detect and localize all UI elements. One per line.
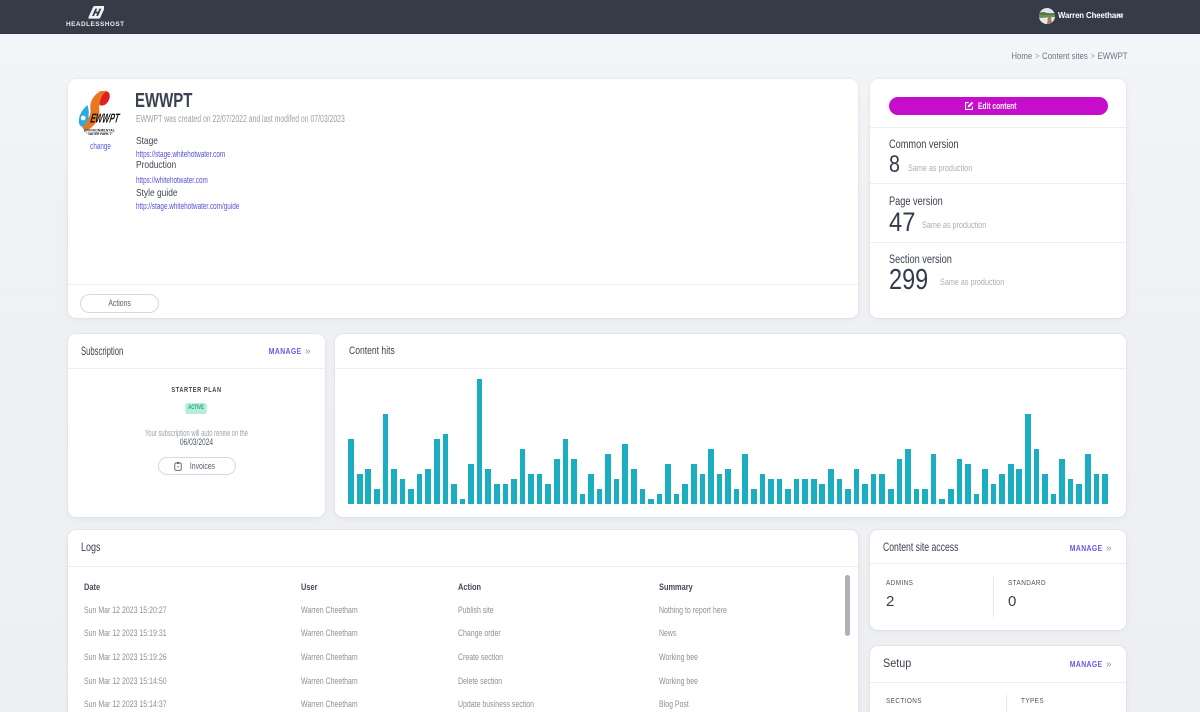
svg-text:ENVIRONMENTAL: ENVIRONMENTAL [84, 128, 115, 132]
svg-text:" WATER PARK T": " WATER PARK T" [86, 132, 113, 136]
svg-text:EWWPT: EWWPT [89, 111, 121, 126]
